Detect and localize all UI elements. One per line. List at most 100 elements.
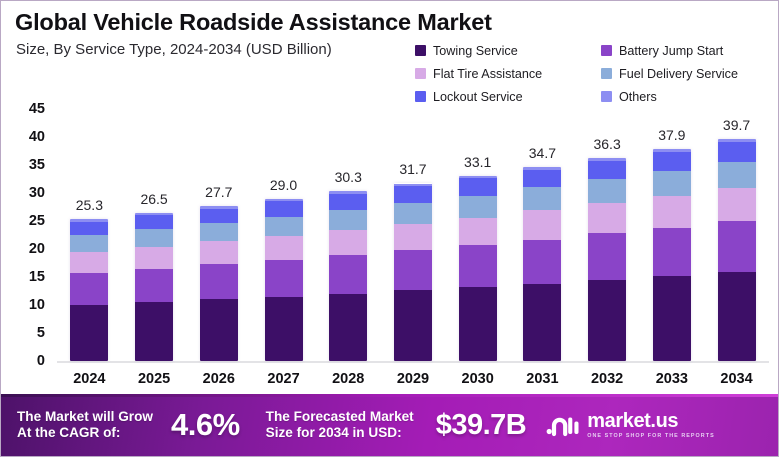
bar-segment-flat-tire-assistance[interactable]	[264, 235, 303, 260]
bar-group-2024[interactable]: 25.3	[69, 109, 109, 361]
bar-segment-others[interactable]	[523, 166, 562, 170]
bar-segment-fuel-delivery-service[interactable]	[717, 161, 756, 188]
bar-segment-fuel-delivery-service[interactable]	[393, 202, 432, 224]
bar-segment-others[interactable]	[588, 157, 627, 161]
bar-segment-lockout-service[interactable]	[199, 208, 238, 223]
bar-segment-lockout-service[interactable]	[588, 160, 627, 180]
bar-segment-battery-jump-start[interactable]	[717, 221, 756, 272]
bar-segment-towing-service[interactable]	[264, 296, 303, 361]
bar-segment-towing-service[interactable]	[70, 305, 109, 361]
legend-item-towing-service[interactable]: Towing Service	[415, 44, 601, 58]
bar-segment-flat-tire-assistance[interactable]	[135, 246, 174, 269]
bar-group-2034[interactable]: 39.7	[717, 109, 757, 361]
bar-segment-fuel-delivery-service[interactable]	[652, 171, 691, 197]
bar-segment-flat-tire-assistance[interactable]	[458, 217, 497, 246]
bar-segment-others[interactable]	[135, 212, 174, 216]
forecast-value: $39.7B	[435, 408, 527, 441]
bar-segment-flat-tire-assistance[interactable]	[329, 230, 368, 256]
bar-segment-battery-jump-start[interactable]	[264, 259, 303, 297]
bar-segment-battery-jump-start[interactable]	[329, 255, 368, 294]
bar-group-2027[interactable]: 29.0	[264, 109, 304, 361]
bar-group-2025[interactable]: 26.5	[134, 109, 174, 361]
bar-segment-others[interactable]	[652, 148, 691, 152]
bar-stack[interactable]	[329, 191, 368, 361]
bar-segment-lockout-service[interactable]	[264, 201, 303, 217]
bar-segment-towing-service[interactable]	[458, 287, 497, 361]
bar-segment-towing-service[interactable]	[329, 293, 368, 361]
bar-segment-battery-jump-start[interactable]	[652, 227, 691, 277]
bar-segment-towing-service[interactable]	[393, 290, 432, 361]
bar-segment-fuel-delivery-service[interactable]	[135, 229, 174, 247]
bar-segment-others[interactable]	[199, 205, 238, 209]
bar-stack[interactable]	[135, 212, 174, 361]
bar-segment-battery-jump-start[interactable]	[523, 239, 562, 284]
bar-segment-lockout-service[interactable]	[135, 215, 174, 230]
bar-segment-battery-jump-start[interactable]	[199, 264, 238, 300]
bar-segment-lockout-service[interactable]	[393, 186, 432, 203]
legend-label: Lockout Service	[433, 89, 523, 104]
legend-item-fuel-delivery-service[interactable]: Fuel Delivery Service	[601, 67, 775, 81]
bar-segment-fuel-delivery-service[interactable]	[264, 216, 303, 236]
bar-segment-others[interactable]	[393, 183, 432, 187]
bar-group-2030[interactable]: 33.1	[458, 109, 498, 361]
legend-item-lockout-service[interactable]: Lockout Service	[415, 90, 601, 104]
bar-segment-battery-jump-start[interactable]	[70, 272, 109, 306]
bar-stack[interactable]	[264, 198, 303, 361]
bar-segment-fuel-delivery-service[interactable]	[458, 195, 497, 218]
y-axis-tick-40: 40	[28, 129, 45, 145]
bar-group-2031[interactable]: 34.7	[522, 109, 562, 361]
legend-item-battery-jump-start[interactable]: Battery Jump Start	[601, 44, 775, 58]
bar-stack[interactable]	[717, 138, 756, 361]
market-us-mark-icon	[546, 412, 580, 438]
bar-segment-fuel-delivery-service[interactable]	[523, 187, 562, 211]
bar-segment-towing-service[interactable]	[135, 302, 174, 361]
bar-segment-battery-jump-start[interactable]	[458, 245, 497, 288]
bar-segment-towing-service[interactable]	[588, 279, 627, 361]
bar-segment-lockout-service[interactable]	[717, 141, 756, 162]
bar-segment-lockout-service[interactable]	[70, 222, 109, 236]
bar-stack[interactable]	[588, 157, 627, 361]
bar-stack[interactable]	[652, 148, 691, 361]
bar-segment-towing-service[interactable]	[652, 276, 691, 361]
bar-stack[interactable]	[523, 166, 562, 361]
bar-segment-flat-tire-assistance[interactable]	[717, 187, 756, 222]
bar-group-2032[interactable]: 36.3	[587, 109, 627, 361]
bar-segment-fuel-delivery-service[interactable]	[329, 209, 368, 230]
bar-segment-battery-jump-start[interactable]	[588, 233, 627, 280]
bar-segment-others[interactable]	[329, 191, 368, 195]
market-us-logo[interactable]: market.us ONE STOP SHOP FOR THE REPORTS	[546, 411, 715, 439]
bar-segment-towing-service[interactable]	[523, 283, 562, 361]
bar-group-2028[interactable]: 30.3	[328, 109, 368, 361]
bar-segment-towing-service[interactable]	[199, 299, 238, 361]
bar-segment-others[interactable]	[70, 219, 109, 223]
bar-stack[interactable]	[199, 205, 238, 361]
bar-segment-fuel-delivery-service[interactable]	[70, 235, 109, 252]
bar-segment-fuel-delivery-service[interactable]	[199, 222, 238, 242]
bar-segment-towing-service[interactable]	[717, 271, 756, 361]
bar-segment-others[interactable]	[264, 198, 303, 202]
legend-item-others[interactable]: Others	[601, 90, 775, 104]
bar-segment-others[interactable]	[717, 138, 756, 142]
bar-segment-others[interactable]	[458, 175, 497, 179]
bar-segment-flat-tire-assistance[interactable]	[393, 223, 432, 251]
bar-segment-lockout-service[interactable]	[329, 194, 368, 210]
bar-stack[interactable]	[70, 219, 109, 361]
legend-item-flat-tire-assistance[interactable]: Flat Tire Assistance	[415, 67, 601, 81]
bar-stack[interactable]	[393, 183, 432, 361]
bar-segment-lockout-service[interactable]	[652, 151, 691, 172]
bar-group-2033[interactable]: 37.9	[652, 109, 692, 361]
bar-segment-battery-jump-start[interactable]	[393, 250, 432, 291]
bar-segment-flat-tire-assistance[interactable]	[652, 196, 691, 228]
bar-segment-flat-tire-assistance[interactable]	[70, 251, 109, 273]
bar-segment-battery-jump-start[interactable]	[135, 268, 174, 303]
bar-segment-lockout-service[interactable]	[523, 169, 562, 188]
x-axis-tick-2032: 2032	[590, 371, 624, 387]
bar-group-2029[interactable]: 31.7	[393, 109, 433, 361]
bar-segment-lockout-service[interactable]	[458, 178, 497, 196]
bar-segment-flat-tire-assistance[interactable]	[199, 241, 238, 265]
bar-segment-flat-tire-assistance[interactable]	[588, 203, 627, 234]
bar-segment-flat-tire-assistance[interactable]	[523, 210, 562, 240]
bar-stack[interactable]	[458, 175, 497, 361]
bar-group-2026[interactable]: 27.7	[199, 109, 239, 361]
bar-segment-fuel-delivery-service[interactable]	[588, 179, 627, 204]
